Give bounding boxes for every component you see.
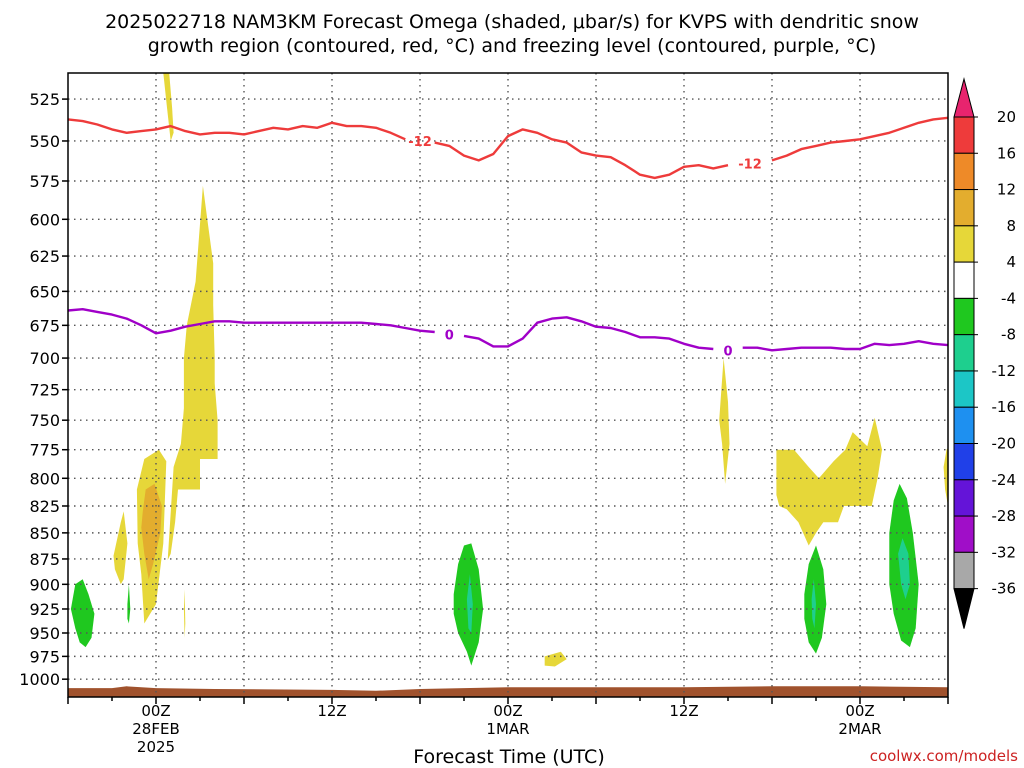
colorbar-label--20: -20 [992, 435, 1017, 453]
omega-region-4 [183, 589, 186, 638]
colorbar-swatch-1 [953, 116, 975, 154]
x-tick-label-6-2: 2025 [137, 738, 175, 756]
colorbar-label-12: 12 [997, 181, 1016, 199]
x-tick-label-54-1: 2MAR [838, 720, 881, 738]
y-tick-label-575: 575 [29, 172, 60, 191]
colorbar-label-20: 20 [997, 108, 1016, 126]
y-tick-label-700: 700 [29, 349, 60, 368]
chart-title-line-2: growth region (contoured, red, °C) and f… [148, 35, 877, 57]
colorbar-swatch-5 [953, 261, 975, 299]
y-tick-label-750: 750 [29, 411, 60, 430]
contour-line-0-seg-2 [742, 340, 948, 352]
y-tick-label-1000: 1000 [19, 670, 60, 689]
contour-line-0-seg-1 [463, 316, 714, 351]
omega-region-7 [776, 417, 882, 546]
y-tick-label-525: 525 [29, 90, 60, 109]
y-tick-label-675: 675 [29, 316, 60, 335]
y-tick-label-800: 800 [29, 469, 60, 488]
omega-region-11 [127, 584, 131, 624]
colorbar-cap-bottom [953, 588, 975, 629]
colorbar-swatch-4 [953, 225, 975, 263]
y-tick-label-775: 775 [29, 441, 60, 460]
x-tick-label-54-0: 00Z [845, 702, 874, 720]
y-tick-label-600: 600 [29, 210, 60, 229]
colorbar-swatch-6 [953, 297, 975, 336]
y-tick-label-950: 950 [29, 624, 60, 643]
y-tick-label-900: 900 [29, 575, 60, 594]
grid-lines [68, 73, 948, 697]
colorbar-swatch-11 [953, 479, 975, 517]
colorbar-swatch-13 [953, 551, 975, 590]
colorbar-swatch-8 [953, 370, 975, 408]
omega-region-9 [141, 483, 162, 580]
y-tick-label-825: 825 [29, 497, 60, 516]
x-tick-label-6-0: 00Z [141, 702, 170, 720]
y-tick-label-625: 625 [29, 247, 60, 266]
contour-label-0-1: 0 [723, 344, 732, 359]
y-tick-label-650: 650 [29, 282, 60, 301]
x-tick-label-30-0: 00Z [493, 702, 522, 720]
omega-region-1 [167, 185, 218, 560]
contour-line--12-seg-0 [68, 118, 406, 141]
omega-region-8 [943, 447, 948, 506]
credit-text: coolwx.com/models [870, 747, 1018, 765]
x-tick-label-6-1: 28FEB [132, 720, 179, 738]
x-tick-label-18-0: 12Z [317, 702, 346, 720]
x-tick-label-30-1: 1MAR [486, 720, 529, 738]
contour-line--12-seg-2 [771, 116, 948, 162]
omega-region-3 [113, 511, 128, 585]
colorbar-label--36: -36 [992, 580, 1017, 598]
colorbar-label-16: 16 [997, 144, 1016, 162]
x-axis-title: Forecast Time (UTC) [413, 746, 604, 768]
omega-region-5 [544, 651, 567, 667]
colorbar-cap-top [953, 77, 975, 118]
contour-line-0-seg-0 [68, 308, 435, 335]
y-tick-label-875: 875 [29, 550, 60, 569]
omega-region-0 [163, 73, 174, 141]
colorbar-label-4: 4 [1006, 253, 1016, 271]
colorbar-swatch-12 [953, 515, 975, 553]
colorbar-label--8: -8 [1001, 326, 1016, 344]
contour-line--12-seg-1 [434, 128, 729, 180]
y-tick-label-850: 850 [29, 524, 60, 543]
y-tick-label-975: 975 [29, 647, 60, 666]
y-tick-label-550: 550 [29, 132, 60, 151]
colorbar-swatch-3 [953, 189, 975, 227]
colorbar-label--12: -12 [992, 362, 1017, 380]
chart-title-line-1: 2025022718 NAM3KM Forecast Omega (shaded… [105, 11, 919, 33]
omega-region-6 [719, 358, 730, 484]
omega-region-15 [466, 574, 473, 633]
colorbar-swatch-9 [953, 406, 975, 445]
omega-region-17 [898, 538, 910, 600]
y-tick-label-725: 725 [29, 381, 60, 400]
colorbar-label--24: -24 [992, 471, 1017, 489]
colorbar-swatch-10 [953, 443, 975, 481]
temperature-contours: -12 -12 0 0 [68, 116, 948, 359]
colorbar-label--32: -32 [992, 543, 1017, 561]
colorbar-swatch-7 [953, 334, 975, 372]
colorbar-label-8: 8 [1006, 217, 1016, 235]
x-tick-label-42-0: 12Z [669, 702, 698, 720]
omega-region-16 [811, 579, 816, 629]
colorbar: 20 16 12 8 4 -4 -8 -12 -16 -20 -24 -28 -32 -36 [953, 77, 1017, 629]
contour-label--12-0: -12 [408, 135, 432, 150]
colorbar-label--28: -28 [992, 507, 1017, 525]
omega-shading [70, 73, 948, 667]
contour-label-0-0: 0 [445, 329, 454, 344]
colorbar-swatch-2 [953, 152, 975, 191]
colorbar-label--4: -4 [1001, 289, 1016, 307]
y-tick-label-925: 925 [29, 600, 60, 619]
axes: 525 550 575 600 625 650 675 700 725 750 775 800 825 8… [19, 72, 949, 756]
omega-region-10 [70, 579, 95, 648]
contour-label--12-1: -12 [738, 158, 762, 173]
colorbar-label--16: -16 [992, 398, 1017, 416]
